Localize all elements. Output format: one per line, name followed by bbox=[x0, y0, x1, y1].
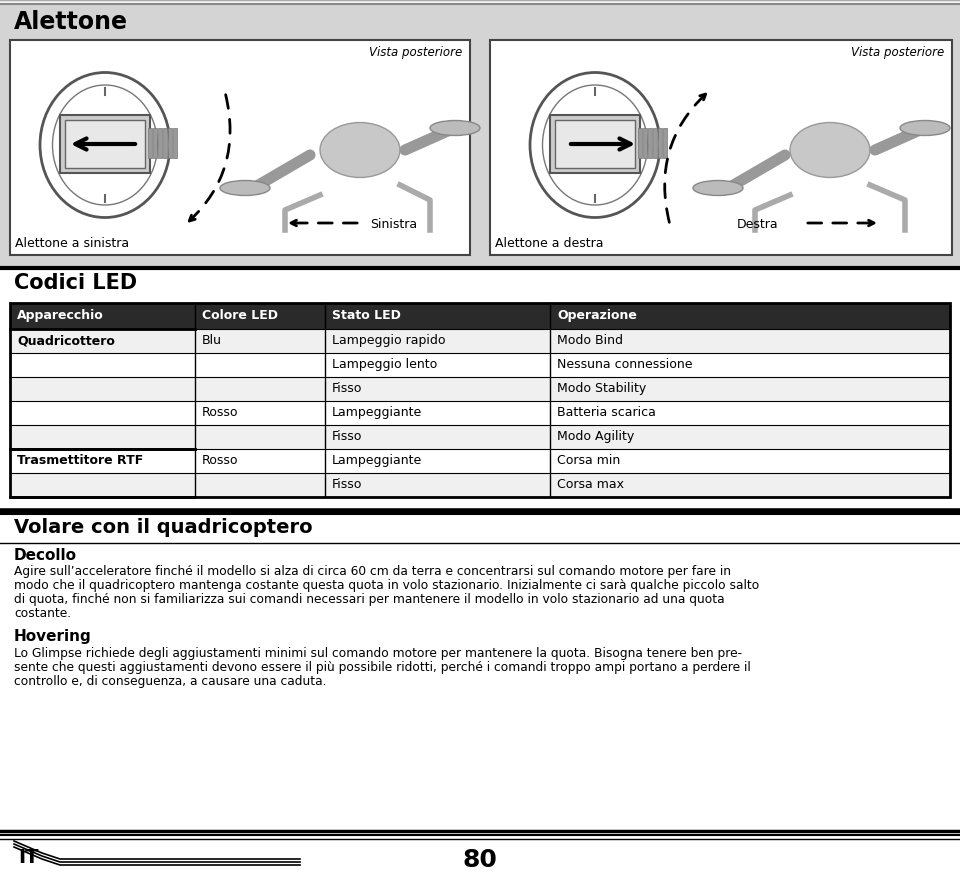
Ellipse shape bbox=[542, 85, 647, 205]
Bar bbox=[638, 128, 642, 158]
Text: Fisso: Fisso bbox=[332, 382, 362, 395]
Bar bbox=[648, 128, 652, 158]
Text: Modo Bind: Modo Bind bbox=[557, 334, 623, 347]
Text: Lampeggiante: Lampeggiante bbox=[332, 454, 422, 467]
Bar bbox=[0, 4, 960, 266]
Bar bbox=[643, 128, 647, 158]
Text: Trasmettitore RTF: Trasmettitore RTF bbox=[17, 454, 143, 467]
Text: Modo Agility: Modo Agility bbox=[557, 430, 635, 443]
Text: Batteria scarica: Batteria scarica bbox=[557, 406, 656, 419]
Ellipse shape bbox=[53, 85, 157, 205]
Text: Apparecchio: Apparecchio bbox=[17, 309, 104, 322]
Bar bbox=[60, 115, 150, 173]
Text: Corsa max: Corsa max bbox=[557, 478, 624, 491]
Text: Corsa min: Corsa min bbox=[557, 454, 620, 467]
Ellipse shape bbox=[900, 120, 950, 135]
Text: modo che il quadricoptero mantenga costante questa quota in volo stazionario. In: modo che il quadricoptero mantenga costa… bbox=[14, 579, 759, 592]
Text: Destra: Destra bbox=[737, 218, 779, 231]
Text: Quadricottero: Quadricottero bbox=[17, 334, 115, 347]
Bar bbox=[658, 128, 662, 158]
Bar bbox=[10, 425, 950, 449]
Text: IT: IT bbox=[18, 848, 38, 867]
Bar bbox=[10, 329, 950, 353]
Text: Vista posteriore: Vista posteriore bbox=[369, 46, 462, 59]
Bar bbox=[10, 303, 950, 497]
Ellipse shape bbox=[320, 123, 400, 177]
Text: di quota, finché non si familiarizza sui comandi necessari per mantenere il mode: di quota, finché non si familiarizza sui… bbox=[14, 593, 725, 606]
Bar bbox=[158, 128, 162, 158]
Text: Lo Glimpse richiede degli aggiustamenti minimi sul comando motore per mantenere : Lo Glimpse richiede degli aggiustamenti … bbox=[14, 647, 742, 660]
Bar bbox=[10, 40, 470, 255]
Bar bbox=[10, 377, 950, 401]
Bar bbox=[168, 128, 172, 158]
Text: Volare con il quadricoptero: Volare con il quadricoptero bbox=[14, 518, 313, 537]
Text: Fisso: Fisso bbox=[332, 478, 362, 491]
Text: 80: 80 bbox=[463, 848, 497, 872]
Bar bbox=[490, 40, 952, 255]
Ellipse shape bbox=[430, 120, 480, 135]
Text: Lampeggiante: Lampeggiante bbox=[332, 406, 422, 419]
Bar bbox=[65, 120, 145, 168]
Bar bbox=[10, 353, 950, 377]
Text: Hovering: Hovering bbox=[14, 629, 92, 644]
Bar bbox=[0, 268, 960, 883]
Text: Blu: Blu bbox=[202, 334, 222, 347]
Text: costante.: costante. bbox=[14, 607, 71, 620]
Bar bbox=[10, 473, 950, 497]
Bar bbox=[10, 401, 950, 425]
Text: Nessuna connessione: Nessuna connessione bbox=[557, 358, 692, 371]
Text: Colore LED: Colore LED bbox=[202, 309, 278, 322]
Text: Codici LED: Codici LED bbox=[14, 273, 137, 293]
Text: controllo e, di conseguenza, a causare una caduta.: controllo e, di conseguenza, a causare u… bbox=[14, 675, 326, 688]
Text: Vista posteriore: Vista posteriore bbox=[851, 46, 944, 59]
Text: Agire sull’acceleratore finché il modello si alza di circa 60 cm da terra e conc: Agire sull’acceleratore finché il modell… bbox=[14, 565, 731, 578]
Text: Modo Stability: Modo Stability bbox=[557, 382, 646, 395]
Text: Rosso: Rosso bbox=[202, 406, 238, 419]
Ellipse shape bbox=[693, 180, 743, 195]
Bar bbox=[163, 128, 167, 158]
Bar bbox=[663, 128, 667, 158]
Bar bbox=[555, 120, 635, 168]
Ellipse shape bbox=[40, 72, 170, 217]
Text: Lampeggio lento: Lampeggio lento bbox=[332, 358, 437, 371]
Bar bbox=[148, 128, 152, 158]
Text: Sinistra: Sinistra bbox=[370, 218, 418, 231]
Bar bbox=[550, 115, 640, 173]
Bar bbox=[10, 449, 950, 473]
Text: Decollo: Decollo bbox=[14, 548, 77, 563]
Text: sente che questi aggiustamenti devono essere il più possibile ridotti, perché i : sente che questi aggiustamenti devono es… bbox=[14, 661, 751, 674]
Bar bbox=[153, 128, 157, 158]
Bar bbox=[10, 303, 950, 329]
Text: Stato LED: Stato LED bbox=[332, 309, 401, 322]
Text: Alettone a destra: Alettone a destra bbox=[495, 237, 604, 250]
Text: Lampeggio rapido: Lampeggio rapido bbox=[332, 334, 445, 347]
Bar bbox=[653, 128, 657, 158]
Text: Rosso: Rosso bbox=[202, 454, 238, 467]
Ellipse shape bbox=[790, 123, 870, 177]
Text: Operazione: Operazione bbox=[557, 309, 636, 322]
Ellipse shape bbox=[530, 72, 660, 217]
Text: Alettone: Alettone bbox=[14, 10, 128, 34]
Ellipse shape bbox=[220, 180, 270, 195]
Text: Fisso: Fisso bbox=[332, 430, 362, 443]
Bar bbox=[173, 128, 177, 158]
Text: Alettone a sinistra: Alettone a sinistra bbox=[15, 237, 130, 250]
